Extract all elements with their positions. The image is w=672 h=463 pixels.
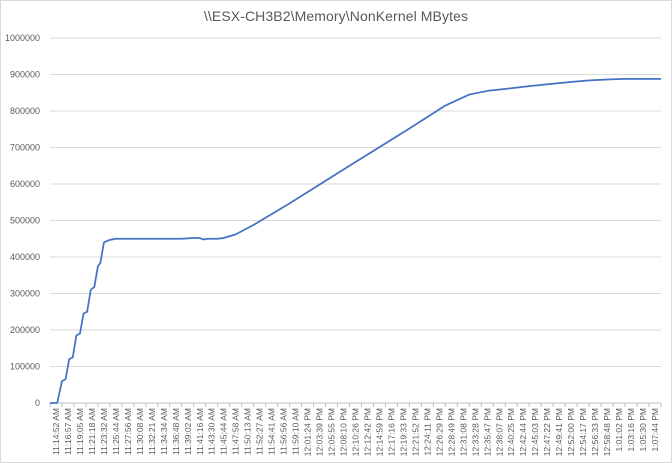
x-tick-label: 12:47:22 PM [542, 408, 552, 456]
x-tick-label: 12:03:39 PM [315, 408, 325, 456]
x-tick-label: 11:16:57 AM [63, 408, 73, 455]
x-tick-label: 12:56:33 PM [590, 408, 600, 456]
y-tick-label: 500000 [10, 216, 40, 226]
x-tick-label: 11:41:16 AM [195, 408, 205, 455]
x-tick-label: 11:39:02 AM [183, 408, 193, 455]
x-tick-label: 11:21:18 AM [87, 408, 97, 455]
x-tick-label: 12:17:16 PM [386, 408, 396, 456]
x-tick-label: 11:59:10 AM [291, 408, 301, 455]
x-tick-label: 12:58:48 PM [602, 408, 612, 456]
x-tick-label: 11:34:34 AM [159, 408, 169, 455]
x-tick-label: 12:54:17 PM [578, 408, 588, 456]
series-line [50, 78, 661, 404]
x-tick-label: 11:25:44 AM [111, 408, 121, 455]
x-tick-label: 12:38:07 PM [494, 408, 504, 456]
x-tick-label: 12:45:03 PM [530, 408, 540, 456]
x-tick-label: 12:05:55 PM [327, 408, 337, 456]
x-tick-label: 12:12:42 PM [362, 408, 372, 456]
x-tick-label: 12:42:44 PM [518, 408, 528, 456]
y-tick-label: 400000 [10, 252, 40, 262]
x-tick-label: 11:56:56 AM [279, 408, 289, 455]
x-tick-label: 12:14:59 PM [374, 408, 384, 456]
x-tick-label: 1:07:44 PM [650, 408, 660, 451]
x-tick-label: 12:21:52 PM [410, 408, 420, 456]
x-tick-label: 11:19:05 AM [75, 408, 85, 455]
y-tick-label: 200000 [10, 325, 40, 335]
y-tick-label: 100000 [10, 362, 40, 372]
x-tick-label: 11:52:27 AM [255, 408, 265, 455]
x-tick-label: 12:10:26 PM [351, 408, 361, 456]
y-tick-label: 0 [35, 398, 40, 408]
y-tick-label: 700000 [10, 143, 40, 153]
x-tick-label: 12:49:41 PM [554, 408, 564, 456]
x-tick-label: 12:19:33 PM [398, 408, 408, 456]
x-tick-label: 12:26:29 PM [434, 408, 444, 456]
y-tick-label: 300000 [10, 289, 40, 299]
x-tick-label: 11:47:58 AM [231, 408, 241, 455]
x-tick-label: 11:32:21 AM [147, 408, 157, 455]
x-tick-label: 12:28:49 PM [446, 408, 456, 456]
x-tick-label: 1:01:02 PM [614, 408, 624, 451]
x-tick-label: 12:08:10 PM [339, 408, 349, 456]
x-tick-label: 11:30:08 AM [135, 408, 145, 455]
x-tick-label: 11:23:32 AM [99, 408, 109, 455]
y-tick-label: 1000000 [5, 33, 40, 43]
x-tick-label: 1:03:16 PM [626, 408, 636, 451]
x-tick-label: 11:45:44 AM [219, 408, 229, 455]
x-tick-label: 12:33:28 PM [470, 408, 480, 456]
x-tick-label: 1:05:30 PM [638, 408, 648, 451]
x-tick-label: 12:31:08 PM [458, 408, 468, 456]
x-tick-label: 11:50:13 AM [243, 408, 253, 455]
chart-title: \\ESX-CH3B2\Memory\NonKernel MBytes [203, 8, 469, 24]
x-tick-label: 12:35:47 PM [482, 408, 492, 456]
x-tick-label: 12:52:00 PM [566, 408, 576, 456]
x-tick-label: 11:14:52 AM [51, 408, 61, 455]
y-tick-label: 600000 [10, 179, 40, 189]
x-tick-label: 11:36:48 AM [171, 408, 181, 455]
x-tick-label: 11:43:30 AM [207, 408, 217, 455]
x-tick-label: 12:40:25 PM [506, 408, 516, 456]
y-tick-label: 800000 [10, 106, 40, 116]
x-tick-label: 12:01:24 PM [303, 408, 313, 456]
x-tick-label: 11:27:56 AM [123, 408, 133, 455]
y-tick-label: 900000 [10, 70, 40, 80]
x-tick-label: 12:24:11 PM [422, 408, 432, 456]
x-tick-label: 11:54:41 AM [267, 408, 277, 455]
